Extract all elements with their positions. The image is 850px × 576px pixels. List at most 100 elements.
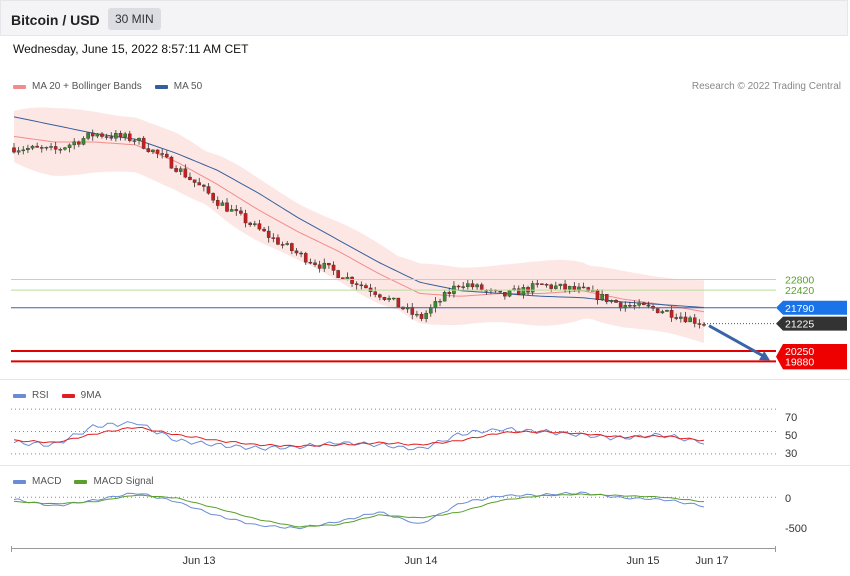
candle-bullish (688, 317, 692, 323)
candle-bearish (595, 290, 600, 300)
ma20-line (13, 135, 705, 313)
candle-bullish (30, 145, 35, 149)
candle-bullish (58, 149, 63, 151)
candle-bearish (290, 243, 294, 252)
candle-bullish (151, 149, 155, 152)
candle-bullish (433, 301, 438, 308)
candle-bullish (72, 141, 77, 146)
candle-bearish (313, 262, 317, 265)
candle-bullish (26, 148, 30, 151)
candle-bullish (415, 313, 419, 316)
candle-bearish (90, 132, 95, 137)
candle-bearish (109, 136, 114, 139)
candle-bullish (81, 138, 86, 145)
candle-bearish (549, 284, 553, 289)
macd-axis-label-0: 0 (785, 493, 791, 505)
candle-bearish (206, 186, 211, 194)
candle-bearish (248, 222, 252, 226)
macd-axis-label-minus500: -500 (785, 523, 807, 535)
candle-bearish (396, 297, 401, 308)
legend-swatch-ma20 (13, 84, 26, 89)
x-axis-label-jun13: Jun 13 (182, 555, 215, 567)
candle-bearish (12, 147, 16, 153)
candle-bearish (674, 317, 679, 319)
candle-bullish (424, 312, 428, 319)
legend-label-macd: MACD (32, 476, 62, 487)
candle-bearish (516, 288, 521, 296)
rsi-panel (11, 408, 776, 455)
candle-bearish (646, 304, 651, 307)
candle-bearish (697, 323, 702, 325)
legend-label-ma50: MA 50 (173, 81, 203, 92)
x-axis-label-jun15: Jun 15 (626, 555, 659, 567)
candle-bullish (285, 243, 290, 245)
candle-bearish (618, 302, 623, 309)
legend-item-macd: MACD (13, 476, 61, 487)
legend-label-ma20: MA 20 + Bollinger Bands (32, 81, 142, 92)
last-price-label: 21225 (785, 319, 814, 331)
candle-bullish (253, 223, 257, 226)
macd-panel (11, 491, 776, 530)
candle-bullish (86, 132, 90, 139)
candle-bearish (331, 264, 336, 271)
last-price-tag (776, 316, 847, 331)
legend-swatch-macd (13, 479, 26, 484)
legend-item-ma50: MA 50 (154, 81, 203, 92)
candle-bullish (660, 311, 665, 314)
macd-legend: MACD MACD Signal (13, 476, 166, 487)
candle-bearish (146, 148, 151, 152)
candle-bearish (581, 286, 586, 289)
candle-bearish (197, 182, 202, 186)
candle-bullish (521, 287, 526, 296)
candle-bearish (586, 287, 591, 291)
candle-bearish (317, 264, 322, 269)
candle-bearish (308, 261, 313, 264)
candle-bearish (327, 262, 331, 266)
candle-bullish (178, 168, 183, 172)
legend-swatch-9ma (61, 393, 75, 398)
rsi-axis-label-70: 70 (785, 412, 797, 424)
candle-bullish (530, 283, 535, 293)
candle-bearish (243, 213, 248, 224)
candle-bearish (572, 286, 577, 290)
x-axis-label-jun14: Jun 14 (404, 555, 437, 567)
candle-bullish (442, 291, 447, 302)
candle-bearish (364, 285, 368, 289)
candle-bullish (322, 262, 327, 269)
legend-item-macd-signal: MACD Signal (74, 476, 153, 487)
candle-bearish (294, 250, 299, 254)
candle-bearish (359, 284, 364, 287)
legend-swatch-macd-signal (74, 479, 88, 484)
candle-bullish (466, 283, 470, 287)
legend-item-rsi: RSI (13, 390, 49, 401)
candle-bullish (123, 133, 127, 138)
target-label-0: 20250 (785, 346, 814, 358)
interval-badge[interactable]: 30 MIN (108, 8, 161, 30)
legend-label-rsi: RSI (32, 390, 49, 401)
candle-bullish (67, 144, 72, 148)
target-tag (776, 343, 847, 370)
candle-bearish (563, 283, 567, 290)
candle-bearish (192, 179, 197, 183)
candle-bullish (632, 305, 637, 307)
candle-bearish (276, 237, 280, 245)
candle-bearish (498, 290, 503, 293)
candle-bearish (535, 283, 540, 285)
candle-bullish (63, 147, 67, 150)
9ma-line (13, 426, 705, 448)
candle-bearish (234, 209, 239, 212)
candle-bearish (604, 294, 609, 303)
candle-bearish (336, 270, 340, 278)
candle-bearish (183, 168, 188, 178)
candle-bearish (419, 313, 424, 319)
candle-bullish (391, 297, 396, 300)
candle-bullish (665, 310, 669, 312)
candle-bearish (39, 147, 44, 149)
resistance-label-1: 22420 (785, 285, 814, 297)
candle-bearish (160, 153, 164, 155)
candle-bearish (479, 284, 484, 291)
candle-bullish (114, 133, 118, 139)
candle-bullish (16, 150, 21, 153)
candle-bearish (77, 141, 81, 145)
